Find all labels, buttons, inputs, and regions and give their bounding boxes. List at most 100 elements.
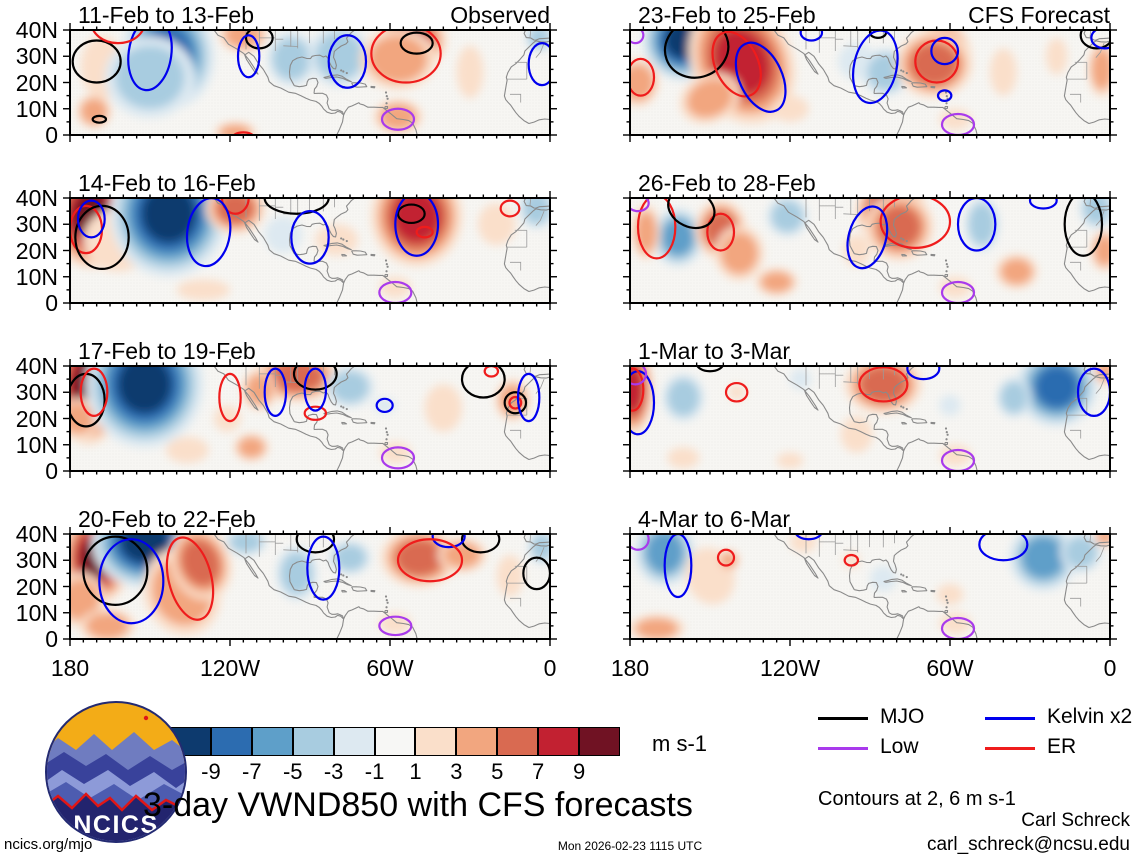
- panel-title: 20-Feb to 22-Feb: [78, 506, 256, 532]
- y-axis-label: 20N: [15, 573, 58, 600]
- x-axis-label: 120W: [759, 655, 821, 681]
- map-panel-0: [63, 23, 557, 142]
- colorbar-cell: [374, 727, 416, 756]
- panel-title: 14-Feb to 16-Feb: [78, 170, 256, 196]
- x-axis-label: 60W: [366, 655, 414, 681]
- map-panel-4: [623, 23, 1117, 142]
- y-axis-label: 0: [45, 626, 58, 652]
- legend-label: Low: [880, 735, 919, 758]
- y-axis-label: 40N: [15, 185, 58, 211]
- legend-line-kelvin-x2: [985, 717, 1035, 720]
- colorbar-tick-label: 5: [491, 759, 504, 784]
- site-link[interactable]: ncics.org/mjo: [4, 836, 93, 853]
- axis-ticks: [63, 23, 557, 142]
- contour-note: Contours at 2, 6 m s-1: [818, 788, 1016, 810]
- colorbar-tick-label: -9: [201, 759, 221, 784]
- shading-layer: [70, 366, 530, 464]
- colorbar-tick-label: -5: [282, 759, 303, 784]
- figure-title: 3-day VWND850 with CFS forecasts: [143, 786, 693, 824]
- contour-layer: [630, 534, 1029, 639]
- map-panel-1: [63, 191, 557, 310]
- y-axis-label: 0: [45, 458, 58, 484]
- y-axis-label: 30N: [15, 547, 58, 574]
- coastline-layer: [213, 366, 550, 471]
- shading-layer: [76, 30, 550, 135]
- legend-line-mjo: [818, 717, 868, 720]
- x-axis-label: 120W: [199, 655, 261, 681]
- y-axis-label: 30N: [15, 43, 58, 70]
- y-axis-label: 40N: [15, 353, 58, 379]
- axis-ticks: [623, 23, 1117, 142]
- legend-label: MJO: [880, 705, 925, 728]
- y-axis-label: 40N: [15, 17, 58, 43]
- axis-ticks: [623, 527, 1117, 646]
- coastline-layer: [213, 198, 550, 303]
- colorbar-cell: [456, 727, 498, 756]
- legend-line-er: [985, 747, 1035, 750]
- panel-corner-label: CFS Forecast: [968, 2, 1110, 28]
- credit-author: Carl Schreck: [1021, 810, 1130, 831]
- shading-layer: [70, 534, 550, 639]
- contour-layer: [630, 366, 1110, 471]
- contour-layer: [70, 366, 541, 470]
- colorbar-cell: [292, 727, 334, 756]
- map-panel-3: [63, 527, 557, 646]
- y-axis-label: 0: [45, 122, 58, 148]
- coastline-layer: [773, 30, 1110, 135]
- colorbar-cell: [333, 727, 375, 756]
- colorbar-tick-label: -1: [364, 759, 385, 784]
- axis-ticks: [623, 191, 1117, 310]
- x-axis-label: 180: [50, 655, 90, 681]
- logo-art: NCICS: [47, 703, 185, 841]
- axis-ticks: [63, 359, 557, 478]
- colorbar-tick-label: 3: [450, 759, 463, 784]
- colorbar-cell: [497, 727, 539, 756]
- coastline-layer: [773, 366, 1110, 471]
- legend-label: ER: [1047, 735, 1077, 758]
- contour-layer: [71, 30, 550, 135]
- logo-text: NCICS: [73, 811, 158, 839]
- contour-layer: [82, 534, 550, 637]
- y-axis-label: 10N: [15, 599, 58, 626]
- colorbar-tick-label: -3: [323, 759, 344, 784]
- map-panel-7: [623, 527, 1117, 646]
- panel-title: 23-Feb to 25-Feb: [638, 2, 816, 28]
- colorbar-tick-label: -7: [242, 759, 262, 784]
- map-panel-5: [623, 191, 1117, 310]
- axis-ticks: [63, 191, 557, 310]
- legend-label: Kelvin x2: [1047, 705, 1133, 728]
- colorbar-tick-label: 1: [409, 759, 422, 784]
- x-axis-label: 0: [1103, 655, 1117, 681]
- y-axis-label: 20N: [15, 405, 58, 432]
- panel-title: 17-Feb to 19-Feb: [78, 338, 256, 364]
- legend-line-low: [818, 747, 868, 750]
- y-axis-label: 30N: [15, 211, 58, 238]
- ncics-logo: NCICS: [45, 701, 187, 843]
- colorbar-cell: [251, 727, 293, 756]
- y-axis-label: 0: [45, 290, 58, 316]
- colorbar-cell: [538, 727, 580, 756]
- x-axis-label: 60W: [926, 655, 974, 681]
- panel-title: 11-Feb to 13-Feb: [78, 2, 255, 28]
- panel-corner-label: Observed: [450, 2, 550, 28]
- y-axis-label: 40N: [15, 521, 58, 547]
- y-axis-label: 20N: [15, 69, 58, 96]
- colorbar-cell: [579, 727, 620, 756]
- map-panel-6: [623, 359, 1117, 478]
- colorbar-units: m s-1: [652, 731, 707, 756]
- shading-layer: [630, 30, 1110, 130]
- coastline-layer: [773, 534, 1110, 639]
- credit-email[interactable]: carl_schreck@ncsu.edu: [926, 834, 1130, 855]
- colorbar-tick-label: 9: [572, 759, 586, 784]
- axis-ticks: [623, 359, 1117, 478]
- map-panel-2: [63, 359, 557, 478]
- colorbar-tick-label: 7: [532, 759, 545, 784]
- y-axis-label: 20N: [15, 237, 58, 264]
- panel-title: 26-Feb to 28-Feb: [638, 170, 816, 196]
- timestamp: Mon 2026-02-23 1115 UTC: [557, 839, 703, 853]
- axis-ticks: [63, 527, 557, 646]
- panel-title: 4-Mar to 6-Mar: [638, 506, 791, 532]
- colorbar-cell: [210, 727, 252, 756]
- x-axis-label: 180: [610, 655, 650, 681]
